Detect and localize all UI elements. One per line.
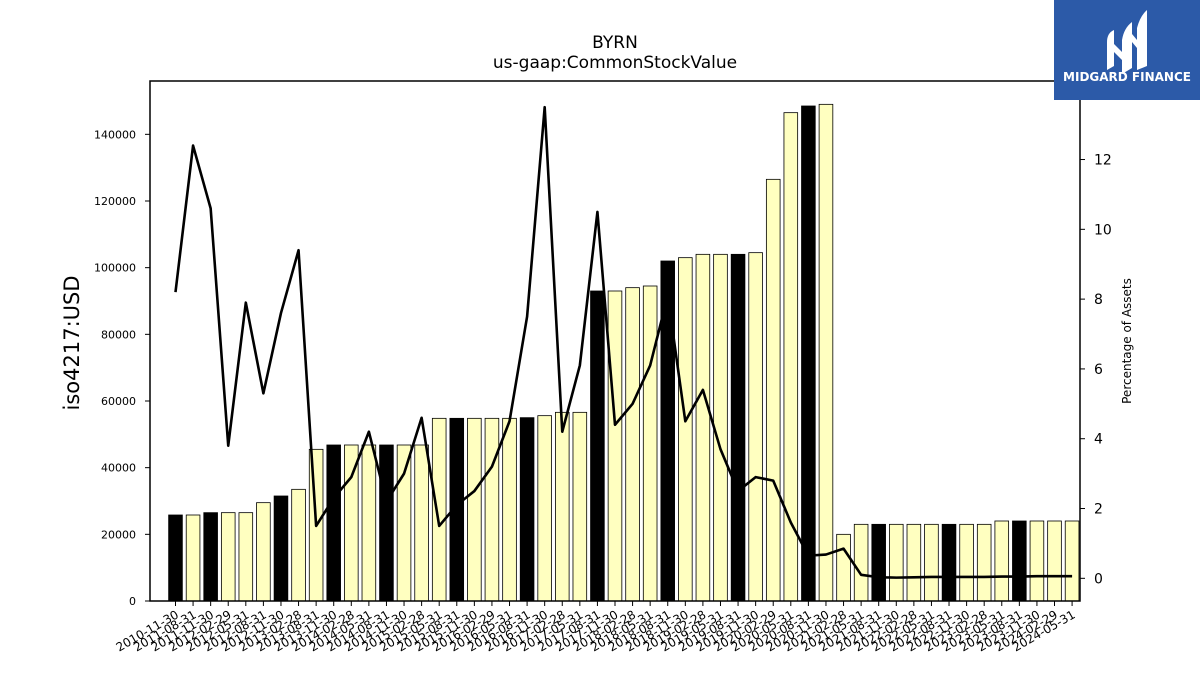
logo-text: MIDGARD FINANCE [1063,70,1191,84]
bar [396,444,412,602]
bar [484,417,500,602]
y2-tick-label: 6 [1094,362,1103,378]
midgard-finance-logo: MIDGARD FINANCE [1054,0,1200,100]
bar [836,533,851,602]
bar [220,512,236,602]
bar [431,417,447,602]
bar [906,523,922,602]
bar [168,514,183,602]
bar [467,417,482,602]
bar [748,252,763,602]
bar [238,512,254,602]
y-tick-label: 60000 [101,395,136,408]
bar [871,523,886,602]
bar [853,523,869,602]
bar [590,290,605,602]
bar [783,112,799,602]
bar [976,523,992,602]
percentage-line [174,105,1073,579]
bar [818,103,834,602]
bar [959,523,974,602]
bar [537,415,552,602]
bar [607,290,623,602]
bar [642,285,658,602]
bar [185,514,201,602]
bar [1047,520,1062,602]
bar [889,523,904,602]
y2-tick-label: 4 [1094,432,1103,448]
y-tick-label: 120000 [94,195,136,208]
bar [361,444,377,602]
bar [519,417,535,602]
y-tick-label: 140000 [94,128,136,141]
bar [379,444,394,602]
bar [1064,520,1080,602]
bar [256,502,271,602]
y-tick-label: 40000 [101,462,136,475]
chart-subtitle: us-gaap:CommonStockValue [493,53,737,73]
bar [203,512,218,602]
chart-title: BYRN [592,33,638,53]
bar [994,520,1010,602]
bar [1012,520,1027,602]
bar [291,488,306,602]
bar [765,178,781,602]
y2-tick-label: 12 [1094,153,1112,169]
bar [801,105,816,602]
line-series [174,105,1073,579]
plot-frame [149,80,1081,602]
y2-tick-label: 0 [1094,571,1103,587]
bar [924,523,939,602]
logo-mark-icon [1107,10,1147,74]
y-tick-label: 20000 [101,528,136,541]
y-tick-label: 0 [129,595,136,608]
x-axis: 2010-11-302011-08-312011-11-302012-02-29… [114,601,1078,654]
bar [414,444,429,602]
y-tick-label: 100000 [94,262,136,275]
bar [1029,520,1045,602]
y-axis-label: iso4217:USD [60,275,84,410]
bar [502,417,517,602]
y-tick-label: 80000 [101,328,136,341]
bar [678,257,693,602]
y2-axis-label: Percentage of Assets [1120,278,1134,404]
bar [273,495,289,602]
bar [326,444,341,602]
bar [941,523,957,602]
y2-tick-label: 10 [1094,222,1112,238]
bar [695,253,711,602]
bar [730,253,746,602]
bar [625,287,640,602]
y2-tick-label: 2 [1094,502,1103,518]
y2-tick-label: 8 [1094,292,1103,308]
bar [555,411,570,602]
right-y-axis: 0 2 4 6 8 10 12 [1080,153,1112,587]
bar [572,411,588,602]
bar [713,253,728,602]
bar [344,444,359,602]
left-y-axis: 0 20000 40000 60000 80000 100000 120000 140000 [94,128,150,608]
